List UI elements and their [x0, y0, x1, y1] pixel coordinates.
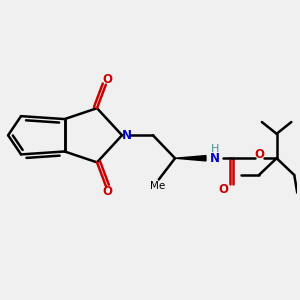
- Text: O: O: [102, 73, 112, 86]
- Text: O: O: [219, 183, 229, 196]
- Text: O: O: [102, 185, 112, 198]
- Text: N: N: [210, 152, 220, 165]
- Text: O: O: [255, 148, 265, 161]
- Text: Me: Me: [150, 181, 165, 191]
- Polygon shape: [175, 156, 206, 161]
- Text: H: H: [211, 144, 219, 154]
- Text: N: N: [122, 129, 132, 142]
